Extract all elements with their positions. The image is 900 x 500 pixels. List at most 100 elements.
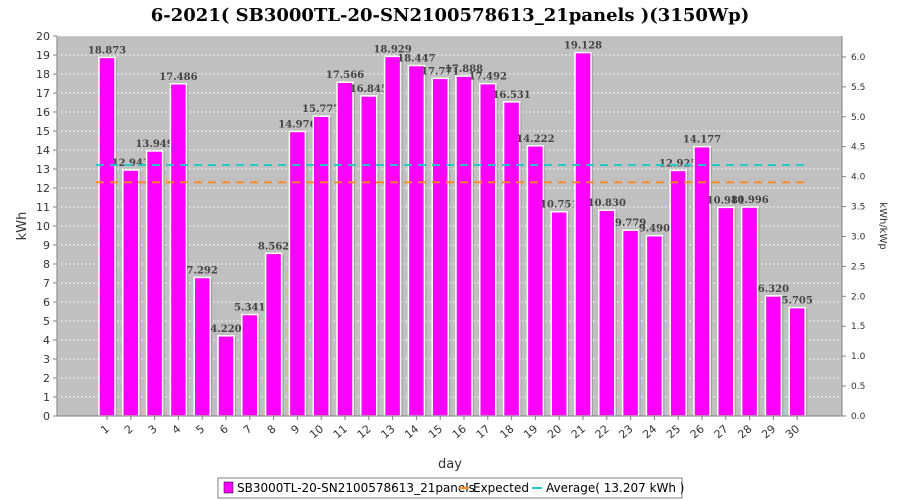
x-tick-label-1: 1 <box>98 422 112 436</box>
y2-tick-label-7: 3.5 <box>851 203 865 213</box>
x-tick-label-11: 11 <box>331 422 350 441</box>
bar-day-29 <box>764 295 783 417</box>
bar-day-26 <box>693 145 711 417</box>
data-label-day-26: 14.177 <box>683 135 721 146</box>
bar-day-17 <box>479 82 497 417</box>
legend-label-average: Average( 13.207 kWh ) <box>546 481 685 495</box>
y-tick-label-17: 17 <box>36 87 50 100</box>
bar-day-6 <box>217 335 235 417</box>
x-tick-label-14: 14 <box>402 422 421 441</box>
y2-tick-label-12: 6.0 <box>851 53 866 63</box>
y2-tick-label-11: 5.5 <box>851 83 865 93</box>
data-label-day-30: 5.705 <box>782 296 813 307</box>
data-label-day-15: 17.771 <box>421 66 459 77</box>
x-tick-label-16: 16 <box>450 422 469 441</box>
y-tick-label-16: 16 <box>36 106 50 119</box>
data-label-day-9: 14.976 <box>278 119 316 130</box>
x-tick-label-10: 10 <box>307 422 326 441</box>
y-tick-label-5: 5 <box>43 315 50 328</box>
y-tick-label-9: 9 <box>43 239 50 252</box>
legend-box <box>217 477 683 499</box>
legend: SB3000TL-20-SN2100578613_21panelsExpecte… <box>217 477 685 499</box>
bar-day-22 <box>598 209 616 417</box>
x-tick-label-30: 30 <box>783 422 802 441</box>
y2-tick-label-3: 1.5 <box>851 322 865 332</box>
y2-axis-label: kWh/kWp <box>877 202 888 249</box>
bar-day-9 <box>288 130 307 417</box>
x-tick-label-25: 25 <box>664 422 683 441</box>
x-tick-label-3: 3 <box>146 422 160 436</box>
data-label-day-12: 16.845 <box>350 84 388 95</box>
bar-day-5 <box>193 276 211 417</box>
data-label-day-8: 8.562 <box>258 241 289 252</box>
y2-tick-label-5: 2.5 <box>851 262 865 272</box>
y2-tick-label-0: 0.0 <box>851 412 866 422</box>
x-tick-label-28: 28 <box>735 422 754 441</box>
bar-day-27 <box>717 206 735 417</box>
bar-day-1 <box>98 56 116 417</box>
data-label-day-3: 13.949 <box>135 139 173 150</box>
y-tick-label-7: 7 <box>43 277 50 290</box>
bar-day-11 <box>336 81 354 417</box>
data-label-day-18: 16.531 <box>492 90 530 101</box>
y2-tick-label-8: 4.0 <box>851 173 866 183</box>
data-label-day-20: 10.751 <box>540 200 578 211</box>
x-tick-label-9: 9 <box>289 422 303 436</box>
bar-day-13 <box>383 55 402 417</box>
plot-layer: 012345678910111213141516171819200.00.51.… <box>36 30 866 441</box>
data-label-day-7: 5.341 <box>234 303 265 314</box>
data-label-day-27: 10.981 <box>707 195 745 206</box>
data-label-day-24: 9.490 <box>639 224 670 235</box>
chart-title: 6-2021( SB3000TL-20-SN2100578613_21panel… <box>151 5 749 26</box>
y-tick-label-14: 14 <box>36 144 50 157</box>
x-tick-label-27: 27 <box>712 422 731 441</box>
bar-day-15 <box>431 77 449 417</box>
data-label-day-14: 18.447 <box>397 54 435 65</box>
y-tick-label-13: 13 <box>36 163 50 176</box>
data-label-day-23: 9.779 <box>615 218 646 229</box>
bar-day-16 <box>455 75 473 417</box>
y2-tick-label-9: 4.5 <box>851 143 865 153</box>
y-tick-label-15: 15 <box>36 125 50 138</box>
data-label-day-4: 17.486 <box>159 72 197 83</box>
data-label-day-22: 10.830 <box>588 198 626 209</box>
y-tick-label-10: 10 <box>36 220 50 233</box>
data-label-day-10: 15.777 <box>302 104 340 115</box>
x-tick-label-2: 2 <box>122 422 136 436</box>
legend-label-series: SB3000TL-20-SN2100578613_21panels <box>237 481 475 495</box>
bar-day-12 <box>360 95 378 417</box>
data-label-day-17: 17.492 <box>469 72 507 83</box>
data-label-day-16: 17.888 <box>445 64 483 75</box>
y-axis-label: kWh <box>15 212 30 241</box>
x-tick-label-21: 21 <box>569 422 588 441</box>
x-axis-label: day <box>438 457 462 472</box>
legend-swatch-series <box>223 481 234 494</box>
legend-label-expected: Expected <box>473 481 529 495</box>
y-tick-label-1: 1 <box>43 391 50 404</box>
bar-day-7 <box>241 313 259 417</box>
bar-day-10 <box>312 115 330 417</box>
y-tick-label-0: 0 <box>43 410 50 423</box>
bar-day-4 <box>169 83 188 417</box>
bar-day-3 <box>145 150 164 417</box>
y-tick-label-19: 19 <box>36 49 50 62</box>
data-label-day-19: 14.222 <box>516 134 554 145</box>
y2-tick-label-4: 2.0 <box>851 292 866 302</box>
x-tick-label-13: 13 <box>378 422 397 441</box>
x-tick-label-5: 5 <box>193 422 207 436</box>
data-label-day-28: 10.996 <box>730 195 768 206</box>
x-tick-label-6: 6 <box>217 422 231 436</box>
y2-tick-label-6: 3.0 <box>851 232 866 242</box>
y2-tick-label-1: 0.5 <box>851 382 865 392</box>
bar-day-28 <box>740 206 759 417</box>
data-label-day-13: 18.929 <box>373 44 411 55</box>
bar-day-8 <box>264 252 283 417</box>
bar-day-2 <box>122 169 140 417</box>
y2-tick-label-2: 1.0 <box>851 352 866 362</box>
y-tick-label-6: 6 <box>43 296 50 309</box>
x-tick-label-12: 12 <box>355 422 374 441</box>
y-tick-label-4: 4 <box>43 334 50 347</box>
x-tick-label-18: 18 <box>497 422 516 441</box>
bar-day-25 <box>669 169 687 417</box>
